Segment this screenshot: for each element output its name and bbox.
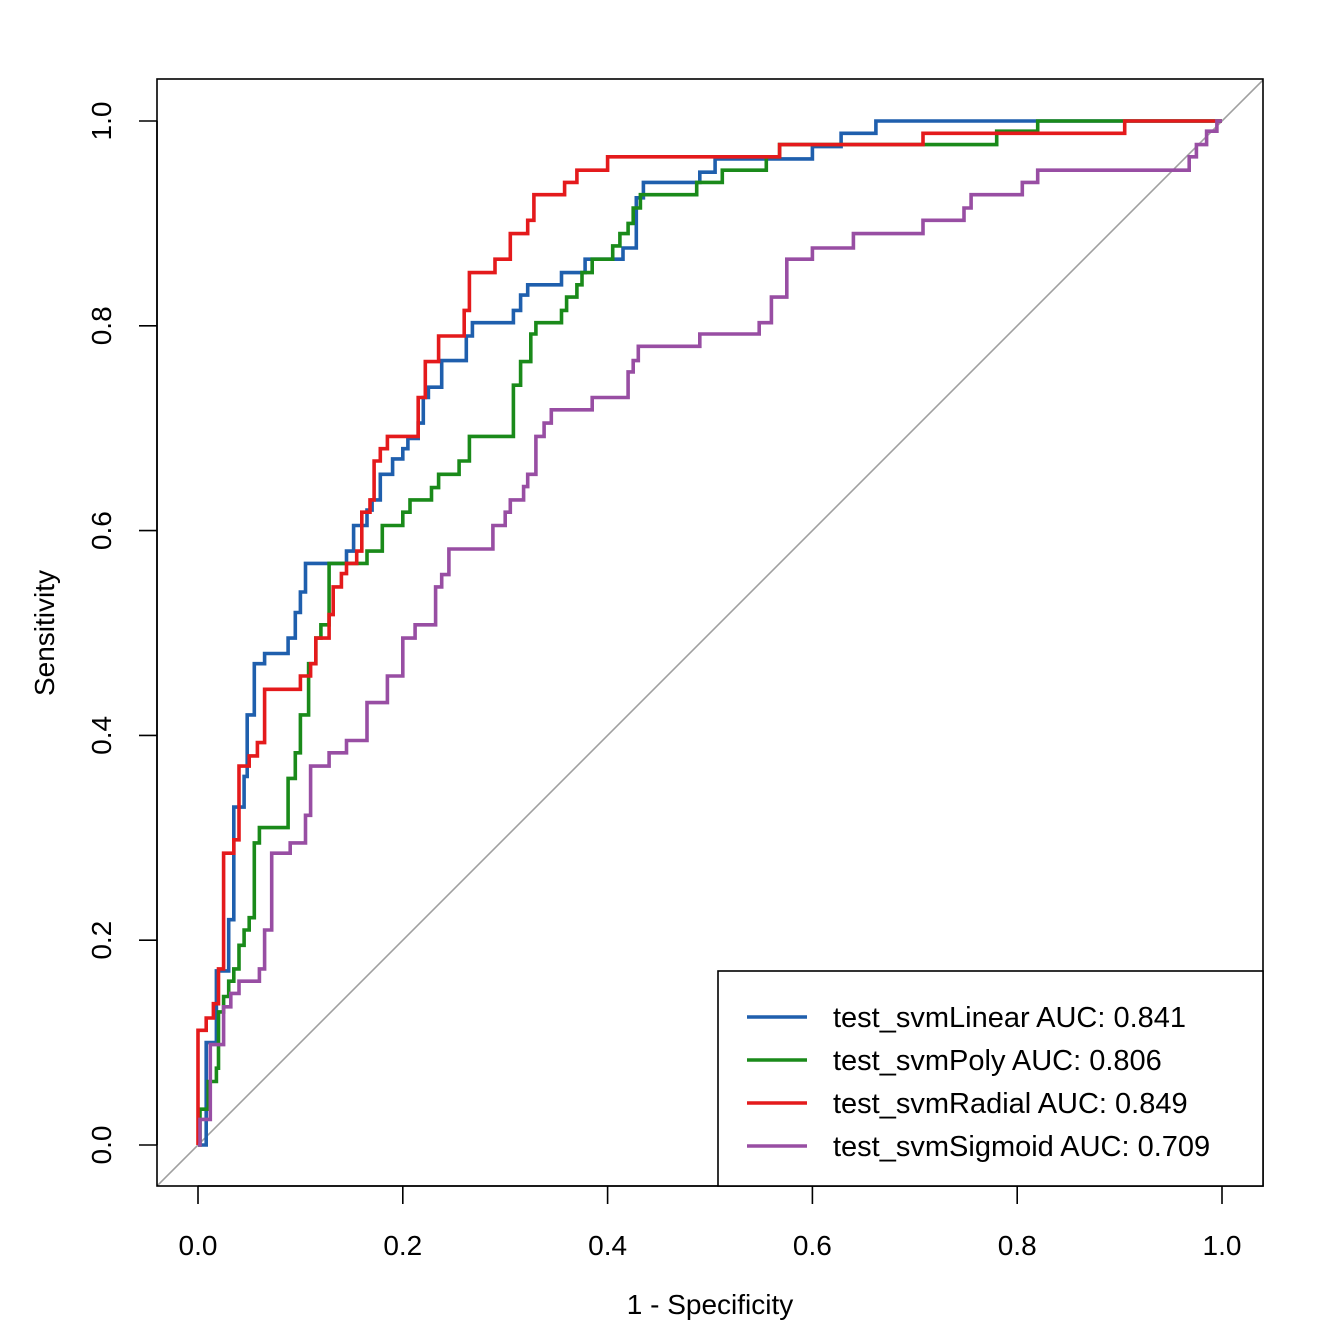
x-tick-label: 0.4: [588, 1230, 627, 1261]
series-line-0: [198, 119, 1222, 1147]
y-tick-label: 0.4: [86, 716, 117, 755]
x-tick-label: 0.8: [998, 1230, 1037, 1261]
y-tick-label: 0.0: [86, 1126, 117, 1165]
legend-label-3: test_svmSigmoid AUC: 0.709: [833, 1131, 1210, 1163]
legend-label-1: test_svmPoly AUC: 0.806: [833, 1045, 1162, 1077]
x-axis-title: 1 - Specificity: [627, 1289, 794, 1320]
plot-frame: [156, 78, 1264, 1187]
series-line-3: [198, 119, 1222, 1147]
y-tick-label: 0.6: [86, 511, 117, 550]
y-tick-label: 1.0: [86, 102, 117, 141]
series-line-1: [198, 119, 1222, 1147]
y-tick-label: 0.8: [86, 306, 117, 345]
series-line-2: [196, 119, 1222, 1145]
legend: test_svmLinear AUC: 0.841 test_svmPoly AU…: [717, 970, 1264, 1187]
x-axis: 0.0 0.2 0.4 0.6 0.8 1.0: [179, 1185, 1242, 1261]
legend-box: [717, 970, 1264, 1187]
x-tick-label: 0.6: [793, 1230, 832, 1261]
legend-label-2: test_svmRadial AUC: 0.849: [833, 1088, 1188, 1120]
y-axis-title: Sensitivity: [29, 570, 60, 696]
x-tick-label: 0.2: [383, 1230, 422, 1261]
legend-label-0: test_svmLinear AUC: 0.841: [833, 1002, 1186, 1034]
x-tick-label: 1.0: [1203, 1230, 1242, 1261]
reference-diagonal: [156, 79, 1264, 1187]
x-tick-label: 0.0: [179, 1230, 218, 1261]
y-tick-label: 0.2: [86, 921, 117, 960]
series-lines: [196, 119, 1222, 1147]
